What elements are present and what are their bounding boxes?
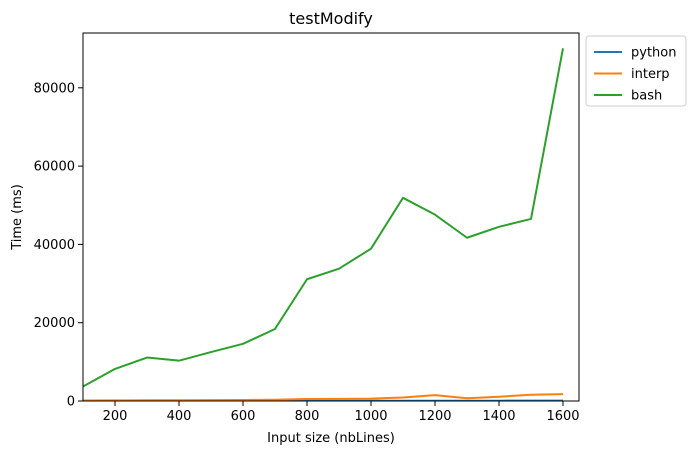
x-tick-label: 400: [167, 409, 192, 424]
legend-label-bash: bash: [631, 89, 662, 104]
x-axis: 200 400 600 800 1000 1200 1400 1600: [103, 401, 580, 424]
series-line-bash: [83, 48, 564, 388]
y-axis-label: Time (ms): [10, 184, 25, 251]
x-tick-label: 1000: [354, 409, 387, 424]
y-axis: 0 20000 40000 60000 80000: [34, 81, 83, 410]
x-tick-label: 200: [103, 409, 128, 424]
x-tick-label: 1400: [482, 409, 515, 424]
x-axis-label: Input size (nbLines): [267, 431, 395, 446]
plot-area: [83, 48, 564, 401]
x-tick-label: 600: [231, 409, 256, 424]
x-tick-label: 1200: [418, 409, 451, 424]
x-tick-label: 1600: [546, 409, 579, 424]
y-tick-label: 80000: [34, 81, 75, 96]
legend-label-python: python: [631, 46, 676, 61]
x-tick-label: 800: [295, 409, 320, 424]
legend-frame: [585, 35, 687, 107]
y-tick-label: 0: [67, 395, 75, 410]
series-line-interp: [83, 393, 564, 401]
y-tick-label: 60000: [34, 160, 75, 175]
axes-frame: [82, 32, 580, 402]
chart-title: testModify: [289, 9, 373, 28]
y-tick-label: 40000: [34, 238, 75, 253]
legend-label-interp: interp: [631, 67, 670, 82]
legend: python interp bash: [585, 35, 687, 107]
y-tick-label: 20000: [34, 316, 75, 331]
